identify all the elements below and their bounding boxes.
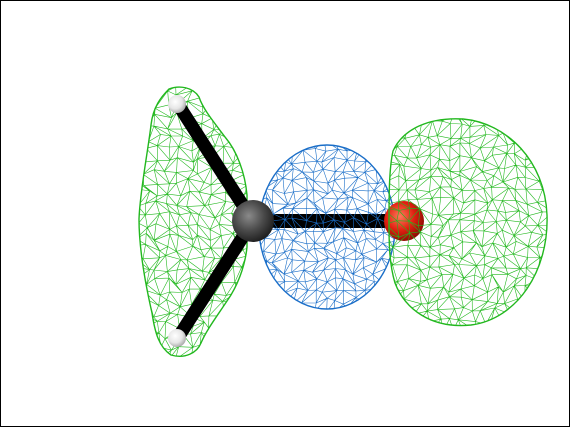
mesh-mid-lines bbox=[259, 145, 395, 309]
atom-hydrogen-lower bbox=[168, 329, 186, 347]
bond-c-h-lower bbox=[174, 214, 260, 340]
atom-carbon bbox=[232, 200, 274, 242]
hydrogen-atoms bbox=[168, 95, 186, 347]
atom-hydrogen-upper bbox=[168, 95, 186, 113]
bond-c-h-upper bbox=[174, 102, 260, 228]
blue-isosurface-middle-lobe bbox=[258, 144, 396, 310]
